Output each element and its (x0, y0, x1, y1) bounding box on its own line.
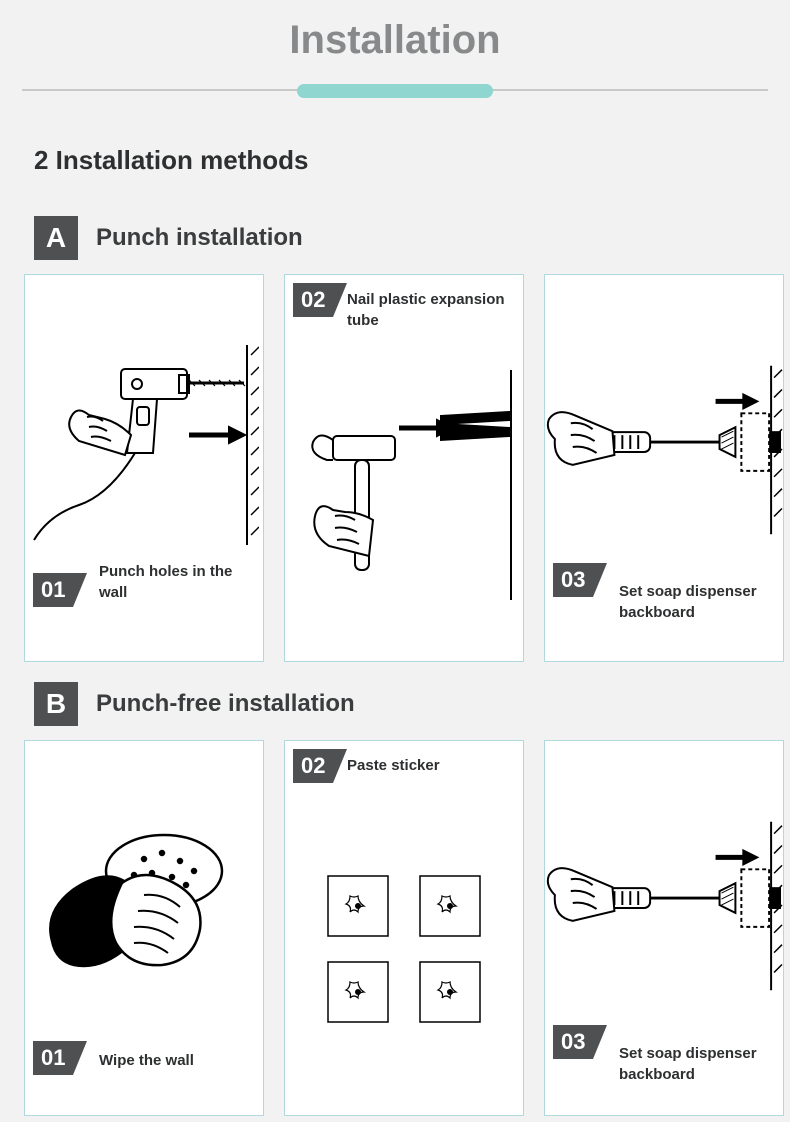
method-b-title: Punch-free installation (96, 690, 355, 718)
wipe-icon (25, 791, 263, 1051)
step-number: 02 (293, 749, 333, 783)
step-label: Set soap dispenser backboard (619, 581, 773, 623)
step-b3: 03 Set soap dispenser backboard (544, 740, 784, 1116)
drill-icon (25, 345, 263, 545)
step-label: Set soap dispenser backboard (619, 1043, 773, 1085)
step-number: 01 (33, 573, 73, 607)
step-label: Punch holes in the wall (99, 561, 253, 603)
method-a-steps: 01 Punch holes in the wall 02 Nail plast… (24, 274, 790, 662)
method-b-steps: 01 Wipe the wall 02 Paste sticker (24, 740, 790, 1116)
step-number: 03 (553, 563, 593, 597)
screwdriver-icon (545, 821, 783, 991)
step-number: 03 (553, 1025, 593, 1059)
title-underline (0, 77, 790, 105)
page-title: Installation (0, 0, 790, 63)
step-b1: 01 Wipe the wall (24, 740, 264, 1116)
hammer-icon (285, 385, 523, 585)
method-a-title: Punch installation (96, 224, 303, 252)
screwdriver-icon (545, 365, 783, 535)
stickers-icon (285, 851, 523, 1051)
page-subtitle: 2 Installation methods (34, 145, 790, 176)
step-number: 01 (33, 1041, 73, 1075)
letter-badge-b: B (34, 682, 78, 726)
letter-badge-a: A (34, 216, 78, 260)
method-a-header: A Punch installation (34, 216, 790, 260)
step-label: Wipe the wall (99, 1050, 253, 1071)
step-label: Paste sticker (347, 755, 513, 776)
step-a2: 02 Nail plastic expansion tube (284, 274, 524, 662)
method-b-header: B Punch-free installation (34, 682, 790, 726)
step-b2: 02 Paste sticker (284, 740, 524, 1116)
step-number: 02 (293, 283, 333, 317)
step-a1: 01 Punch holes in the wall (24, 274, 264, 662)
step-label: Nail plastic expansion tube (347, 289, 513, 331)
step-a3: 03 Set soap dispenser backboard (544, 274, 784, 662)
